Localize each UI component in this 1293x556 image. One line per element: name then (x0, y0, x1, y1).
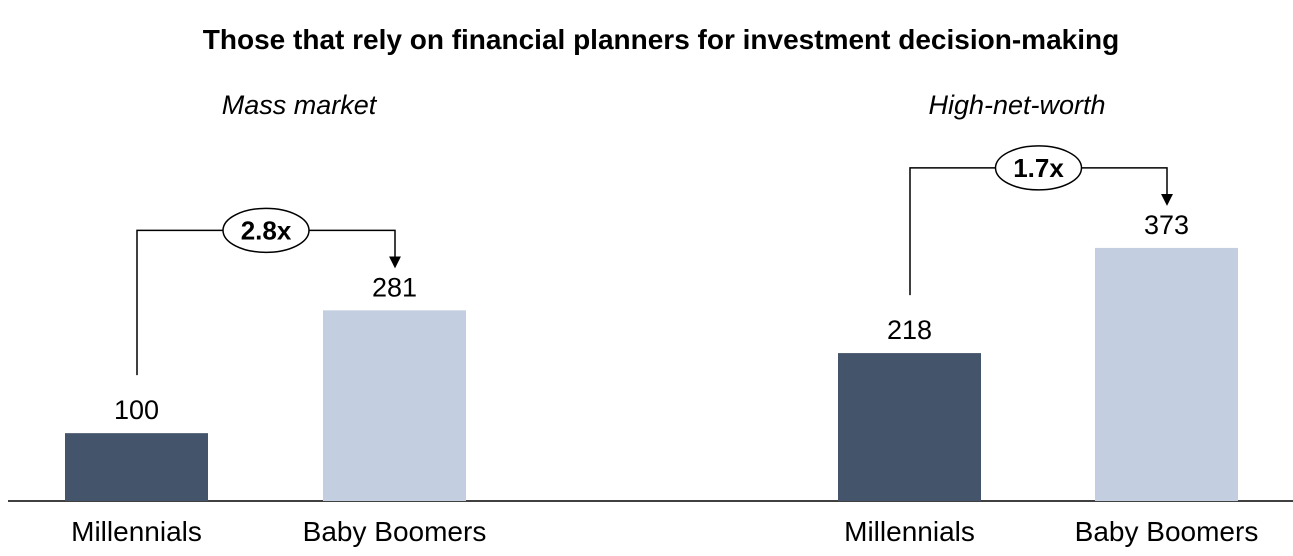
category-label: Millennials (844, 516, 975, 547)
category-label: Baby Boomers (1075, 516, 1259, 547)
bar-baby-boomers (1095, 247, 1238, 501)
multiplier-oval (994, 145, 1083, 191)
group-label: Mass market (222, 90, 378, 120)
data-label: 373 (1144, 210, 1189, 240)
chart-title: Those that rely on financial planners fo… (203, 24, 1119, 55)
bar-millennials (838, 353, 981, 501)
data-label: 218 (887, 315, 932, 345)
data-label: 100 (114, 395, 159, 425)
group-label: High-net-worth (928, 90, 1105, 120)
plot-area: Mass market 100 Millennials 281 Baby Boomers… (8, 90, 1293, 547)
bar-baby-boomers (323, 310, 466, 501)
bar-millennials (65, 433, 208, 501)
data-label: 281 (372, 272, 417, 302)
multiplier-label: 1.7x (1013, 153, 1064, 183)
category-label: Baby Boomers (303, 516, 487, 547)
multiplier-label: 2.8x (241, 215, 292, 245)
multiplier-oval (222, 207, 310, 254)
category-label: Millennials (71, 516, 202, 547)
